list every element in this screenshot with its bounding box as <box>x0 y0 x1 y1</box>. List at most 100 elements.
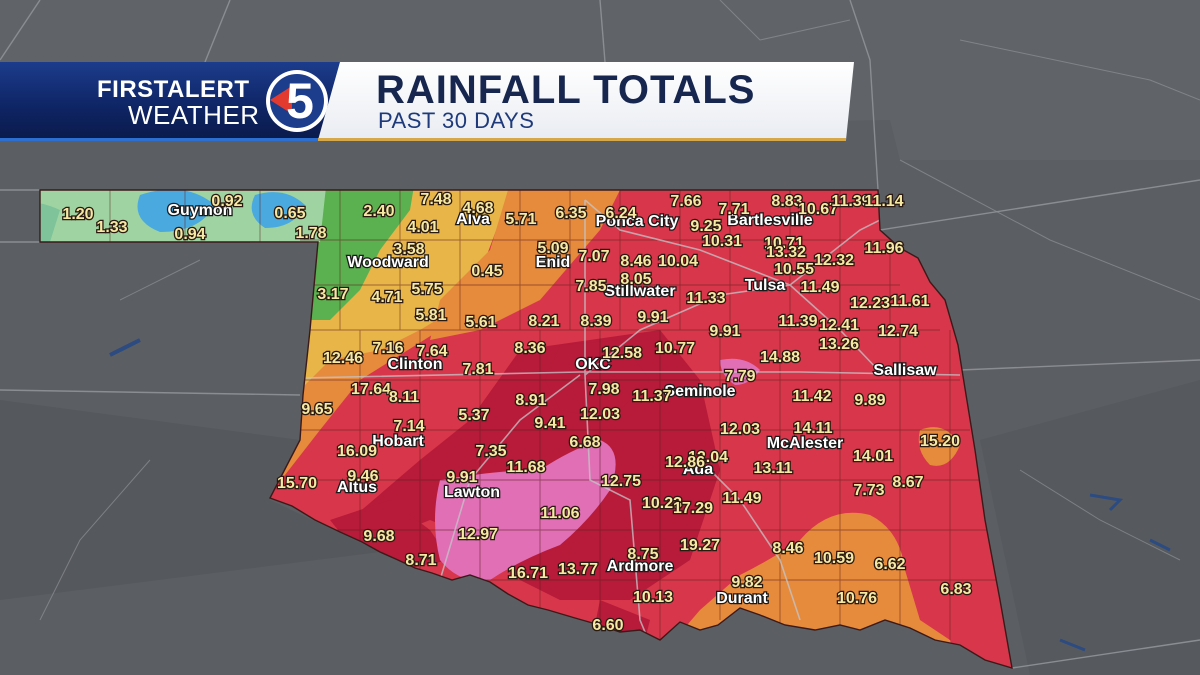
rainfall-value: 5.81 <box>415 307 446 324</box>
city-label: Stillwater <box>604 283 675 300</box>
rainfall-value: 6.83 <box>940 581 971 598</box>
rainfall-value: 8.39 <box>580 313 611 330</box>
rainfall-value: 16.09 <box>337 443 377 460</box>
rainfall-value: 10.71 <box>764 235 804 252</box>
rainfall-value: 0.45 <box>471 263 502 280</box>
city-label: Ada <box>683 461 713 478</box>
rainfall-value: 12.23 <box>850 295 890 312</box>
rainfall-value: 12.32 <box>814 252 854 269</box>
rainfall-value: 4.68 <box>462 200 493 217</box>
rainfall-value: 14.88 <box>760 349 800 366</box>
rainfall-value: 5.75 <box>411 281 442 298</box>
rainfall-value: 12.03 <box>580 406 620 423</box>
rainfall-value: 10.13 <box>633 589 673 606</box>
rainfall-value: 7.73 <box>853 482 884 499</box>
city-label: Hobart <box>372 433 424 450</box>
city-label: Enid <box>536 254 571 271</box>
rainfall-value: 10.77 <box>655 340 695 357</box>
rainfall-value: 12.41 <box>819 317 859 334</box>
rainfall-value: 12.75 <box>601 473 641 490</box>
city-label: Lawton <box>444 484 500 501</box>
rainfall-value: 6.24 <box>605 205 636 222</box>
rainfall-value: 7.81 <box>462 361 493 378</box>
rainfall-value: 3.17 <box>317 286 348 303</box>
rainfall-value: 10.23 <box>642 495 682 512</box>
rainfall-value: 8.71 <box>405 552 436 569</box>
rainfall-value: 12.97 <box>458 526 498 543</box>
rainfall-value: 7.66 <box>670 193 701 210</box>
rainfall-value: 8.21 <box>528 313 559 330</box>
channel-five-digit: 5 <box>286 73 314 129</box>
rainfall-value: 10.55 <box>774 261 814 278</box>
rainfall-value: 12.86 <box>665 454 705 471</box>
rainfall-value: 11.14 <box>864 193 903 210</box>
rainfall-value: 9.68 <box>363 528 394 545</box>
rainfall-value: 13.77 <box>558 561 598 578</box>
rainfall-value: 7.79 <box>724 368 755 385</box>
rainfall-value: 5.09 <box>537 240 568 257</box>
rainfall-value: 0.94 <box>174 226 205 243</box>
rainfall-value: 8.05 <box>620 271 651 288</box>
rainfall-value: 10.67 <box>798 201 838 218</box>
rainfall-value: 8.67 <box>892 474 923 491</box>
rainfall-value: 11.68 <box>506 459 545 476</box>
rainfall-value: 11.39 <box>778 313 817 330</box>
rainfall-value: 10.76 <box>837 590 877 607</box>
rainfall-value: 7.35 <box>475 443 506 460</box>
rainfall-value: 5.37 <box>458 407 489 424</box>
city-label: Guymon <box>168 202 233 219</box>
city-label: Altus <box>337 479 377 496</box>
rainfall-value: 7.85 <box>575 278 606 295</box>
city-label: Ponca City <box>596 213 679 230</box>
rainfall-value: 12.58 <box>602 345 642 362</box>
page-subtitle: PAST 30 DAYS <box>378 108 535 133</box>
rainfall-value: 1.33 <box>96 219 127 236</box>
rainfall-value: 0.65 <box>274 205 305 222</box>
city-label: OKC <box>575 356 611 373</box>
rainfall-value: 9.41 <box>534 415 565 432</box>
rainfall-value: 8.83 <box>771 193 802 210</box>
city-label: Bartlesville <box>727 212 812 229</box>
rainfall-value: 17.29 <box>673 500 713 517</box>
rainfall-value: 11.39 <box>831 193 870 210</box>
title-underline <box>318 138 846 141</box>
city-label: Clinton <box>387 356 442 373</box>
rainfall-value: 11.37 <box>632 388 671 405</box>
rainfall-value: 12.04 <box>688 449 728 466</box>
rainfall-value: 13.32 <box>766 244 806 261</box>
rainfall-value: 9.82 <box>731 574 762 591</box>
brand-underline <box>0 138 320 141</box>
rainfall-value: 6.62 <box>874 556 905 573</box>
rainfall-value: 11.96 <box>864 240 903 257</box>
rainfall-value: 9.91 <box>446 469 477 486</box>
rainfall-value: 12.03 <box>720 421 760 438</box>
rainfall-value: 10.04 <box>658 253 698 270</box>
rainfall-value: 14.11 <box>793 420 832 437</box>
rainfall-value: 17.64 <box>351 381 391 398</box>
rainfall-value: 8.91 <box>515 392 546 409</box>
rainfall-value: 15.70 <box>277 475 317 492</box>
rainfall-value: 7.98 <box>588 381 619 398</box>
rainfall-value: 9.65 <box>301 401 332 418</box>
rainfall-value: 9.91 <box>709 323 740 340</box>
brand-logo: FIRSTALERT WEATHER 5 <box>0 62 340 141</box>
rainfall-value: 1.78 <box>295 225 326 242</box>
rainfall-value: 4.71 <box>371 289 402 306</box>
city-label: Alva <box>456 211 490 228</box>
rainfall-value: 13.26 <box>819 336 859 353</box>
rainfall-value: 6.35 <box>555 205 586 222</box>
title-banner: FIRSTALERT WEATHER 5 RAINFALL TOTALS PAS… <box>0 62 880 141</box>
city-label: Durant <box>716 590 768 607</box>
rainfall-value: 8.11 <box>389 389 419 406</box>
rainfall-value: 6.68 <box>569 434 600 451</box>
rainfall-value: 12.74 <box>878 323 918 340</box>
rainfall-value: 8.46 <box>620 253 651 270</box>
rainfall-value: 9.89 <box>854 392 885 409</box>
rainfall-value: 6.60 <box>592 617 623 634</box>
rainfall-value: 11.42 <box>792 388 831 405</box>
rainfall-value: 10.31 <box>702 233 742 250</box>
title-plate <box>318 62 854 140</box>
rainfall-value: 7.16 <box>372 340 403 357</box>
rainfall-value: 1.20 <box>62 206 93 223</box>
city-label: Sallisaw <box>873 362 937 379</box>
